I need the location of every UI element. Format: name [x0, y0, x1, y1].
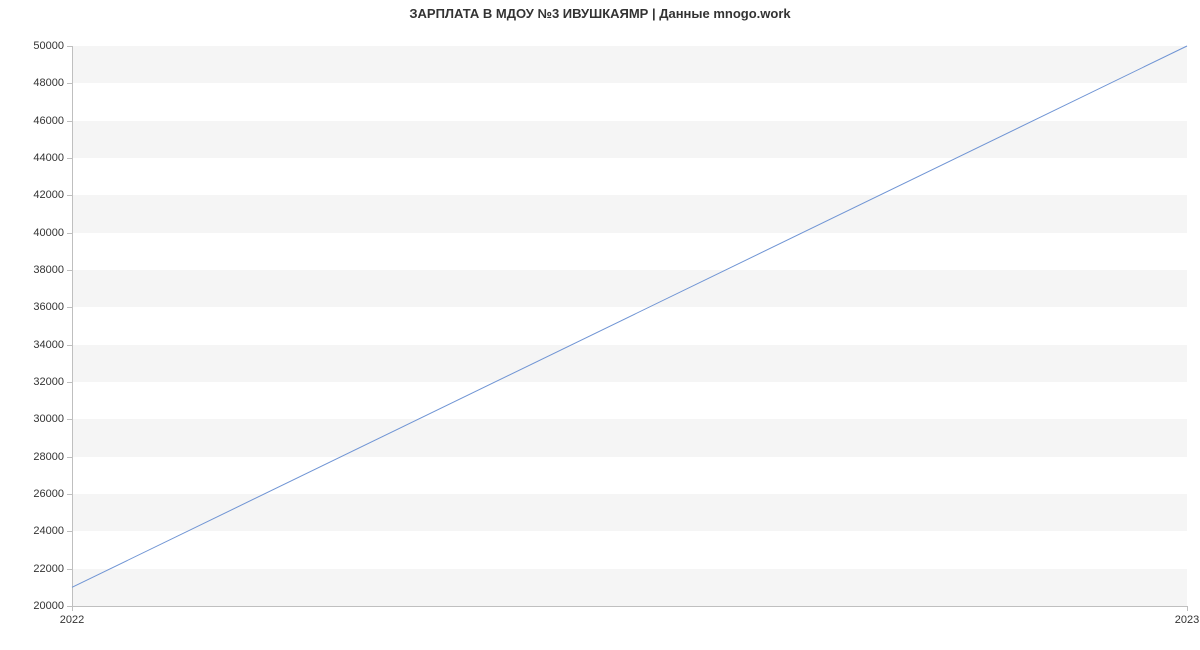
- x-tick: [1187, 606, 1188, 611]
- x-tick-label: 2022: [60, 614, 84, 626]
- y-tick-label: 50000: [22, 40, 64, 52]
- y-tick-label: 20000: [22, 600, 64, 612]
- y-tick-label: 26000: [22, 488, 64, 500]
- y-tick-label: 36000: [22, 301, 64, 313]
- y-tick-label: 28000: [22, 451, 64, 463]
- chart-title: ЗАРПЛАТА В МДОУ №3 ИВУШКАЯМР | Данные mn…: [0, 6, 1200, 21]
- x-axis-line: [72, 606, 1187, 607]
- plot-area: 2000022000240002600028000300003200034000…: [72, 46, 1187, 606]
- y-tick-label: 40000: [22, 227, 64, 239]
- y-tick-label: 48000: [22, 77, 64, 89]
- y-tick-label: 46000: [22, 115, 64, 127]
- series-line-salary: [72, 46, 1187, 587]
- y-tick-label: 32000: [22, 376, 64, 388]
- y-tick-label: 42000: [22, 189, 64, 201]
- y-tick-label: 44000: [22, 152, 64, 164]
- x-tick: [72, 606, 73, 611]
- y-tick-label: 24000: [22, 525, 64, 537]
- x-tick-label: 2023: [1175, 614, 1199, 626]
- series-svg: [72, 46, 1187, 606]
- y-tick-label: 22000: [22, 563, 64, 575]
- salary-line-chart: ЗАРПЛАТА В МДОУ №3 ИВУШКАЯМР | Данные mn…: [0, 0, 1200, 650]
- y-tick-label: 34000: [22, 339, 64, 351]
- y-tick-label: 30000: [22, 413, 64, 425]
- y-tick-label: 38000: [22, 264, 64, 276]
